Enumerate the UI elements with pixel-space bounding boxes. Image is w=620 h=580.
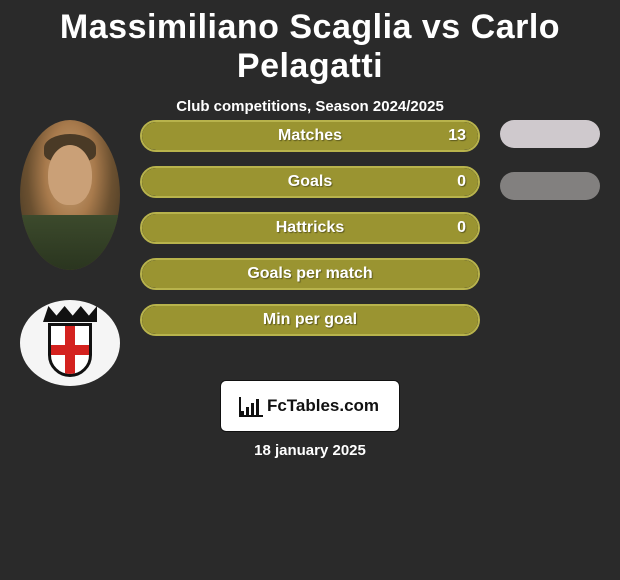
stat-row-hattricks: Hattricks0 — [140, 212, 480, 244]
stat-row-matches: Matches13 — [140, 120, 480, 152]
stat-row-goals-per-match: Goals per match — [140, 258, 480, 290]
opponent-pill-0 — [500, 120, 600, 148]
stat-label: Goals — [142, 173, 478, 191]
bar-chart-icon — [241, 397, 261, 415]
stat-value: 13 — [448, 127, 466, 145]
stat-value: 0 — [457, 219, 466, 237]
club-crest — [20, 300, 120, 386]
stat-value: 0 — [457, 173, 466, 191]
left-column — [10, 120, 130, 386]
stat-label: Matches — [142, 127, 478, 145]
crest-cross-horizontal — [51, 345, 89, 355]
opponent-pill-1 — [500, 172, 600, 200]
logo-text: FcTables.com — [267, 396, 379, 416]
stat-label: Hattricks — [142, 219, 478, 237]
stat-row-min-per-goal: Min per goal — [140, 304, 480, 336]
player-avatar — [20, 120, 120, 270]
crest-crown-icon — [43, 306, 97, 322]
right-column — [490, 120, 610, 224]
subtitle: Club competitions, Season 2024/2025 — [0, 98, 620, 115]
page-title: Massimiliano Scaglia vs Carlo Pelagatti — [0, 0, 620, 86]
stat-label: Min per goal — [142, 311, 478, 329]
avatar-face — [48, 145, 92, 205]
stat-label: Goals per match — [142, 265, 478, 283]
fctables-logo[interactable]: FcTables.com — [220, 380, 400, 432]
date-label: 18 january 2025 — [254, 442, 366, 459]
comparison-card: Massimiliano Scaglia vs Carlo Pelagatti … — [0, 0, 620, 580]
stat-row-goals: Goals0 — [140, 166, 480, 198]
crest-shield-icon — [48, 323, 92, 377]
stats-rows: Matches13Goals0Hattricks0Goals per match… — [140, 120, 480, 350]
